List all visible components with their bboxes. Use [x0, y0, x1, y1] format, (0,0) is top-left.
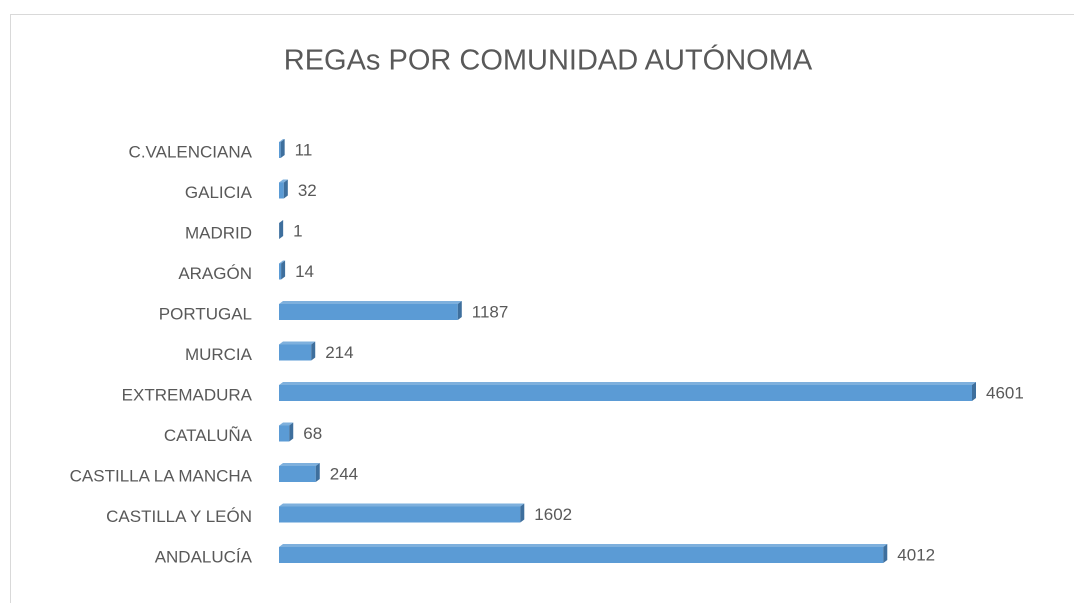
bar-side	[289, 422, 294, 442]
y-tick-label: ARAGÓN	[178, 264, 252, 283]
bar-top	[279, 139, 285, 142]
bar	[279, 182, 284, 199]
bar	[279, 263, 282, 280]
bar-side	[279, 220, 284, 239]
data-label: 11	[295, 140, 313, 159]
y-tick-label: EXTREMADURA	[122, 385, 253, 404]
bar	[279, 425, 290, 442]
bar-top	[279, 503, 525, 507]
data-label: 68	[303, 424, 322, 443]
bar	[279, 344, 312, 361]
bar-top	[279, 463, 320, 466]
bar-side	[311, 341, 316, 361]
y-tick-label: CASTILLA LA MANCHA	[70, 466, 253, 485]
bar	[279, 304, 458, 320]
bar-top	[279, 260, 286, 264]
bar	[279, 506, 521, 523]
chart-title: REGAs POR COMUNIDAD AUTÓNOMA	[284, 44, 813, 77]
chart-frame	[10, 14, 1074, 603]
bar-top	[279, 179, 288, 183]
bar-side	[315, 463, 320, 482]
bar-top	[279, 341, 316, 345]
bar-side	[883, 544, 888, 563]
y-tick-label: CATALUÑA	[164, 426, 253, 445]
data-label: 14	[295, 262, 314, 281]
bar-side	[280, 139, 285, 158]
bar	[279, 142, 281, 158]
bar	[279, 547, 884, 563]
bar	[279, 385, 972, 401]
bar-side	[283, 179, 288, 199]
y-tick-label: GALICIA	[185, 183, 253, 202]
y-tick-label: MADRID	[185, 223, 252, 242]
bar-top	[279, 544, 888, 547]
data-label: 1187	[472, 302, 509, 321]
y-tick-label: PORTUGAL	[159, 304, 252, 323]
y-tick-label: ANDALUCÍA	[155, 547, 253, 566]
bar-side	[457, 301, 462, 320]
data-label: 244	[330, 464, 358, 483]
data-label: 32	[298, 181, 317, 200]
bar-top	[279, 382, 976, 385]
bar-top	[279, 422, 294, 426]
bar-side	[520, 503, 525, 523]
bar-top	[279, 301, 462, 304]
y-tick-label: C.VALENCIANA	[129, 142, 253, 161]
bar-side	[281, 260, 286, 280]
data-label: 214	[325, 343, 353, 362]
bar-top	[279, 220, 284, 223]
bar	[279, 466, 316, 482]
data-label: 4601	[986, 383, 1024, 402]
bar-side	[972, 382, 976, 401]
y-tick-label: CASTILLA Y LEÓN	[106, 507, 252, 526]
data-label: 1	[293, 221, 302, 240]
data-label: 4012	[897, 545, 935, 564]
data-label: 1602	[534, 505, 572, 524]
y-tick-label: MURCIA	[185, 345, 253, 364]
